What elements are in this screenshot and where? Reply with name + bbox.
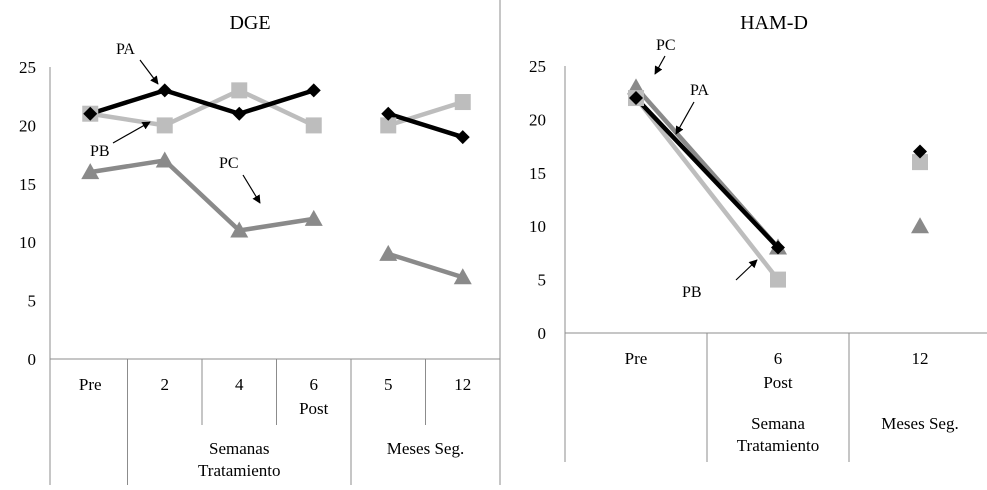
dge-series-pa-point <box>83 106 98 121</box>
dge-y-tick-label: 10 <box>19 233 36 252</box>
hamd-x-axis: Pre 6 Post 12 Semana Tratamiento Meses Seg. <box>625 349 959 455</box>
dge-series-pc-point <box>81 163 100 180</box>
dge-series-pb-point <box>305 117 322 134</box>
hamd-series <box>627 78 929 288</box>
hamd-y-tick-label: 25 <box>529 57 546 76</box>
dge-axes <box>49 67 500 485</box>
dge-series-pb-line <box>89 88 315 128</box>
hamd-y-tick-label: 10 <box>529 217 546 236</box>
dge-y-tick-label: 0 <box>28 350 37 369</box>
hamd-annotation-pc-arrow <box>654 55 666 75</box>
dge-annotation-pa-arrow <box>139 59 159 85</box>
hamd-x-tick-label: 6 <box>774 349 783 368</box>
hamd-annotation-pa-arrow <box>675 101 695 135</box>
dge-annotation-pb-arrow <box>112 121 151 144</box>
hamd-y-tick-label: 20 <box>529 110 546 129</box>
dge-y-tick-label: 25 <box>19 58 36 77</box>
dge-annotation-pb: PB <box>90 143 110 160</box>
hamd-annotation-pb: PB <box>682 284 702 301</box>
hamd-y-tick-label: 0 <box>538 324 547 343</box>
dge-panel: DGE 0 5 10 15 20 25 Pre 2 4 6 Post 5 12 Semanas Trata… <box>19 12 500 485</box>
hamd-panel: HAM-D 0 5 10 15 20 25 Pre 6 Post 12 Semana Tratami… <box>529 12 987 462</box>
dge-series-pc-point <box>304 209 323 226</box>
hamd-series-pa-line <box>634 96 780 250</box>
dge-x-axis: Pre 2 4 6 Post 5 12 Semanas Tratamiento Meses Seg… <box>79 375 471 480</box>
hamd-group-label: Meses Seg. <box>881 414 958 433</box>
dge-series-pc-point <box>453 268 472 285</box>
hamd-y-tick-label: 15 <box>529 164 546 183</box>
dge-series <box>81 82 472 285</box>
dge-x-tick-label: Pre <box>79 375 102 394</box>
dge-series-pa-point <box>232 106 247 121</box>
dge-series-pa-line <box>387 111 464 140</box>
dge-title: DGE <box>229 12 270 34</box>
dge-series-pc-point <box>379 244 398 261</box>
dge-y-tick-label: 15 <box>19 175 36 194</box>
dge-x-tick-label: 2 <box>161 375 170 394</box>
dge-series-pb-point <box>454 94 471 111</box>
dge-series-pb-point <box>380 117 397 134</box>
dge-series-pb-point <box>231 82 248 99</box>
dge-series-pa-point <box>306 83 321 98</box>
dge-annotation-pc: PC <box>219 155 239 172</box>
dge-series-pc-line <box>387 251 464 280</box>
hamd-annotation-pa: PA <box>690 82 709 99</box>
hamd-annotation-pb-arrow <box>735 259 758 281</box>
hamd-series-pa-point <box>771 240 785 255</box>
hamd-axes <box>564 66 987 462</box>
dge-x-tick-label: 12 <box>454 375 471 394</box>
hamd-group-label-line2: Tratamiento <box>737 436 819 455</box>
hamd-x-tick-sublabel: Post <box>763 373 793 392</box>
dge-series-pa-point <box>381 106 396 121</box>
dge-x-tick-label: 4 <box>235 375 244 394</box>
dge-annotation-pa: PA <box>116 41 135 58</box>
hamd-series-pb-point <box>912 154 928 171</box>
dge-series-pc-point <box>230 221 249 238</box>
hamd-annotation-pc: PC <box>656 37 676 54</box>
dge-series-pb-line <box>387 99 464 128</box>
dge-series-pc-line <box>89 158 315 233</box>
dge-series-pa-point <box>157 83 172 98</box>
hamd-group-label: Semana <box>751 414 805 433</box>
hamd-title: HAM-D <box>740 12 808 34</box>
dge-series-pc-point <box>155 151 174 168</box>
hamd-y-tick-label: 5 <box>538 271 547 290</box>
dge-group-label: Meses Seg. <box>387 439 464 458</box>
hamd-x-tick-label: 12 <box>912 349 929 368</box>
hamd-series-pc-point <box>911 217 929 234</box>
dge-y-tick-label: 5 <box>28 292 37 311</box>
hamd-x-tick-label: Pre <box>625 349 648 368</box>
hamd-series-pb-line <box>634 96 780 281</box>
dge-series-pa-line <box>89 88 315 116</box>
hamd-series-pa-point <box>629 91 643 106</box>
dge-series-pa-point <box>455 130 470 145</box>
dge-y-axis: 0 5 10 15 20 25 <box>19 58 36 369</box>
dge-group-label-line2: Tratamiento <box>198 461 280 480</box>
hamd-series-pb-point <box>770 271 786 288</box>
dge-x-tick-label: 6 <box>310 375 319 394</box>
hamd-y-axis: 0 5 10 15 20 25 <box>529 57 546 343</box>
hamd-series-pa-point <box>913 144 927 159</box>
dge-x-tick-label: 5 <box>384 375 393 394</box>
dge-group-label: Semanas <box>209 439 269 458</box>
dge-x-tick-sublabel: Post <box>299 399 329 418</box>
dge-series-pb-point <box>156 117 173 134</box>
dge-y-tick-label: 20 <box>19 116 36 135</box>
dge-annotation-pc-arrow <box>242 174 261 204</box>
